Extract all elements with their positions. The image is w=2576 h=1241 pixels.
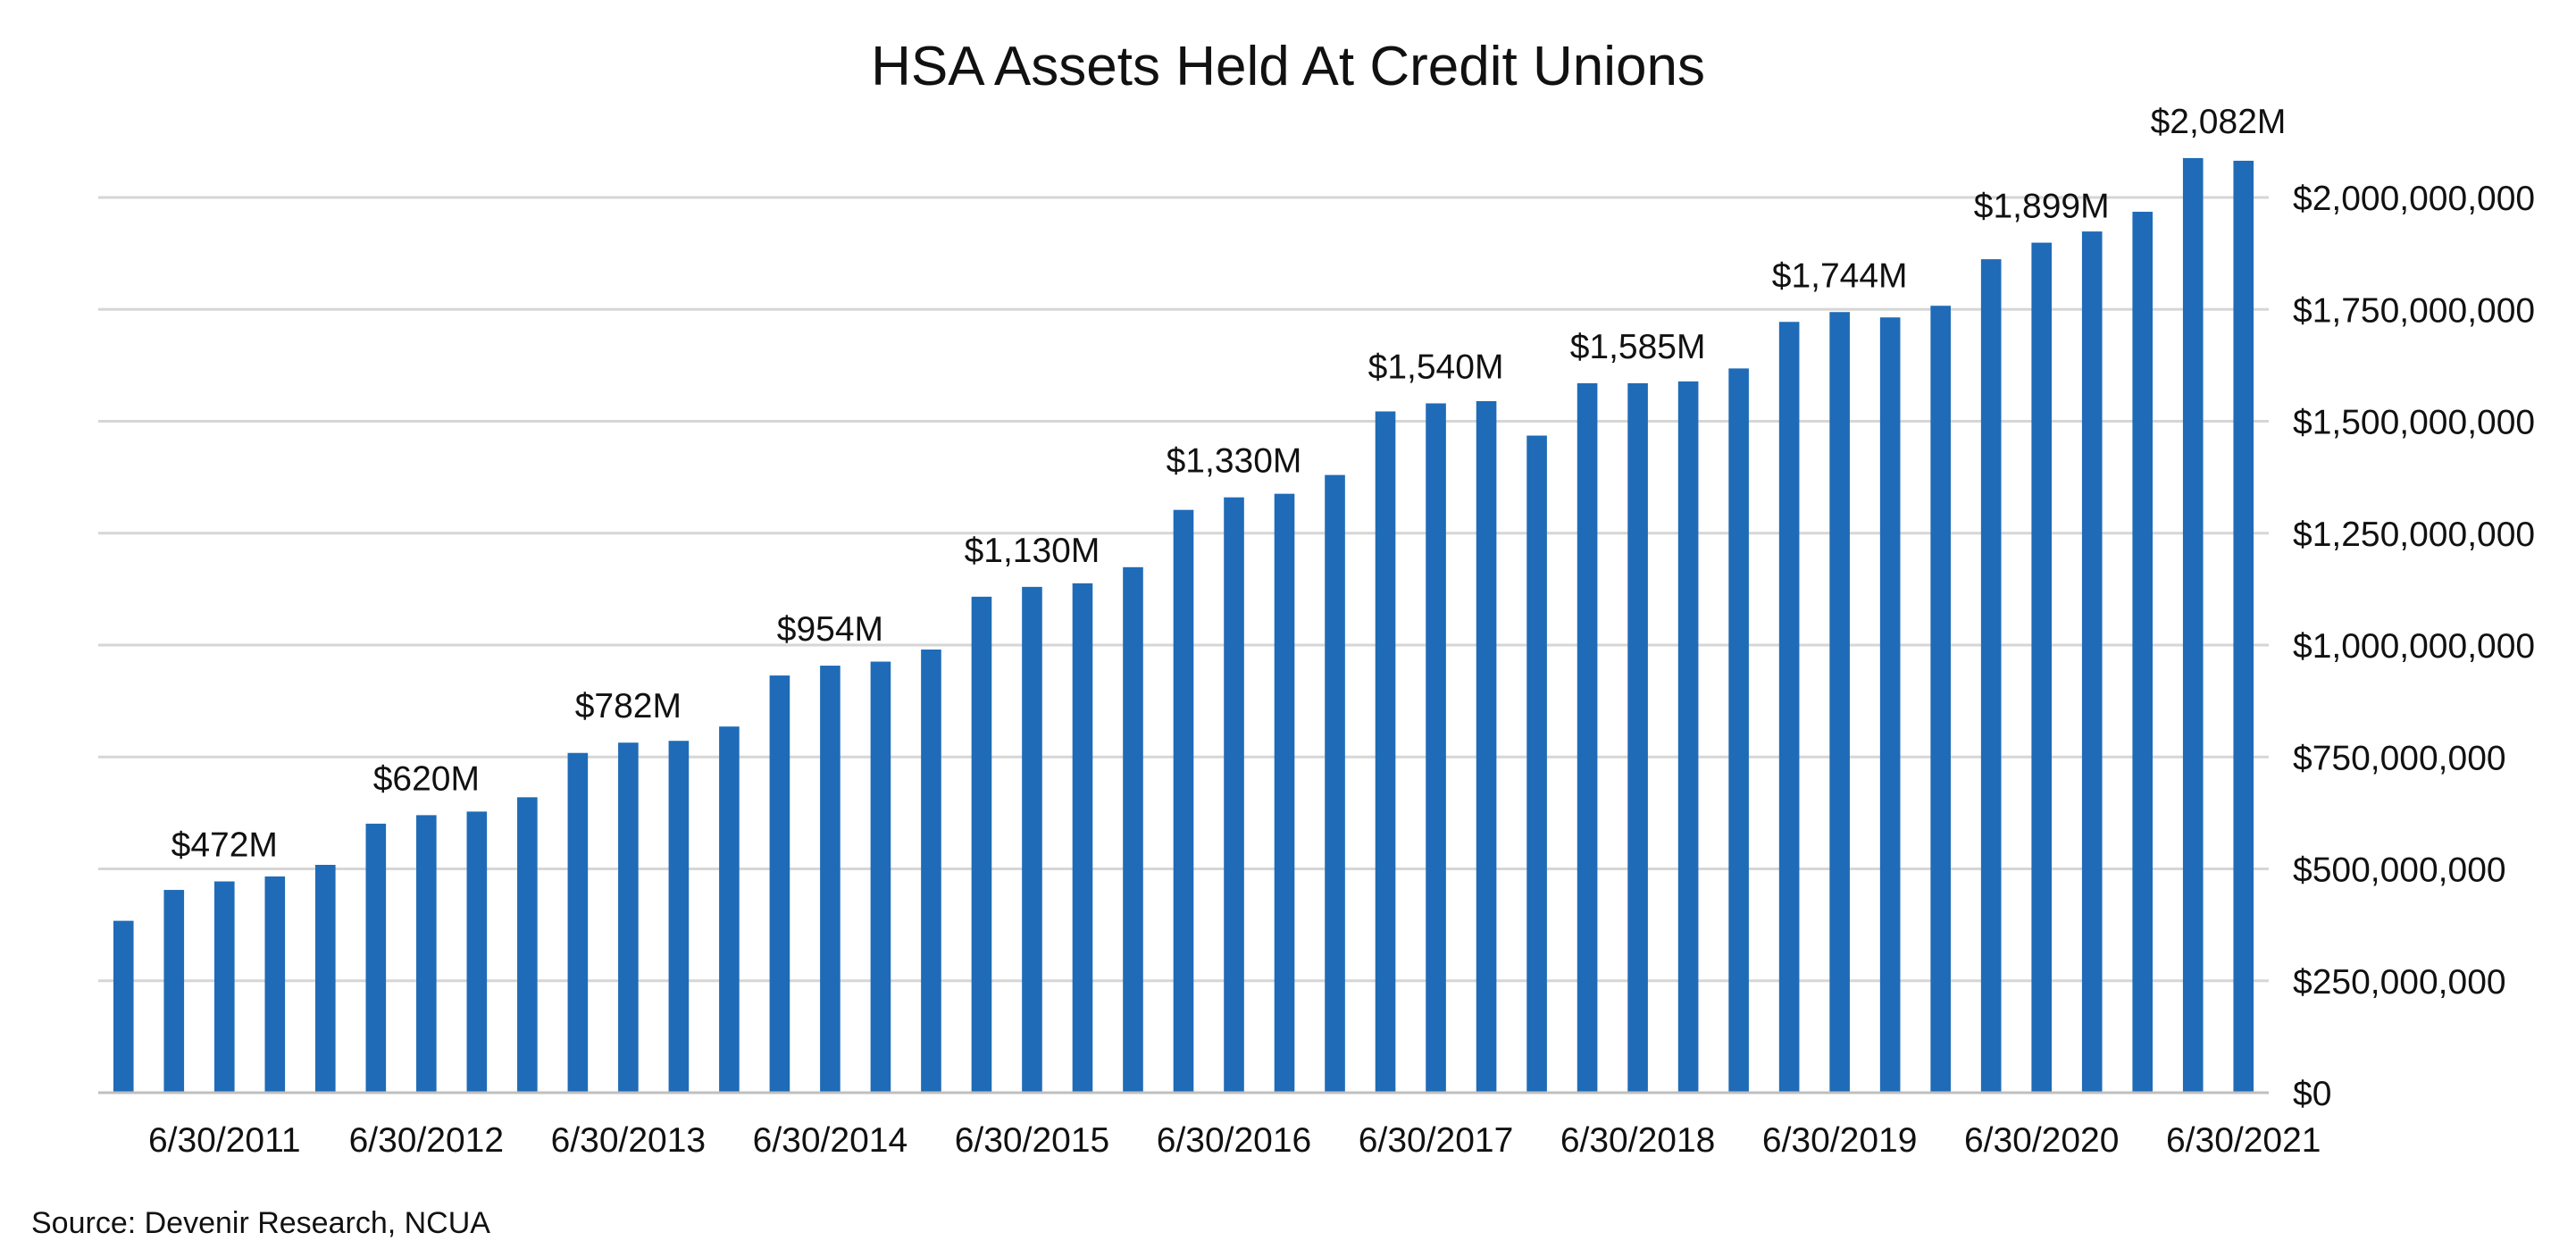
y-tick-label: $1,000,000,000 <box>2293 627 2535 666</box>
bar <box>668 741 690 1093</box>
y-tick-label: $250,000,000 <box>2293 963 2506 1002</box>
bar <box>820 666 841 1093</box>
bar <box>1426 403 1446 1094</box>
y-tick-label: $500,000,000 <box>2293 851 2506 890</box>
bar <box>213 881 235 1093</box>
bar <box>618 742 639 1093</box>
chart-title: HSA Assets Held At Credit Unions <box>871 36 1705 97</box>
bar <box>264 876 286 1093</box>
x-axis-tick-labels: 6/30/2011 6/30/2012 6/30/2013 6/30/2014 6/30… <box>148 1121 2321 1160</box>
bar <box>2031 242 2052 1093</box>
data-label-layer: $472M $620M $782M $954M $1,130M $1,330M $1,540… <box>171 103 2287 865</box>
y-tick-label: $1,750,000,000 <box>2293 291 2535 330</box>
bar <box>1526 435 1547 1094</box>
bar <box>1627 382 1648 1093</box>
bar <box>113 920 134 1093</box>
bar <box>1325 474 1345 1093</box>
y-tick-label: $750,000,000 <box>2293 739 2506 777</box>
bar <box>1224 497 1244 1093</box>
bar <box>971 596 992 1093</box>
bar <box>1476 400 1497 1094</box>
data-label: $1,744M <box>1772 256 1908 295</box>
bar <box>870 661 891 1093</box>
x-tick-label: 6/30/2011 <box>148 1121 301 1160</box>
bar <box>1375 411 1396 1093</box>
x-tick-label: 6/30/2018 <box>1560 1121 1716 1160</box>
data-label: $1,130M <box>965 532 1100 570</box>
bar <box>719 726 740 1093</box>
bar <box>1980 259 2002 1093</box>
data-label: $782M <box>575 687 682 725</box>
bar <box>769 675 790 1093</box>
x-tick-label: 6/30/2015 <box>955 1121 1110 1160</box>
bar <box>365 823 387 1093</box>
bar <box>1778 322 1800 1093</box>
bar <box>567 752 589 1093</box>
bar <box>1123 566 1143 1093</box>
data-label: $2,082M <box>2151 103 2287 141</box>
bar <box>1728 368 1749 1094</box>
data-label: $954M <box>777 610 883 649</box>
data-label: $1,540M <box>1368 348 1504 386</box>
x-tick-label: 6/30/2019 <box>1762 1121 1918 1160</box>
x-tick-label: 6/30/2012 <box>349 1121 505 1160</box>
bar <box>1677 381 1699 1093</box>
y-axis-tick-labels: $0 $250,000,000 $500,000,000 $750,000,000 $1… <box>2293 180 2535 1113</box>
bar <box>2182 157 2204 1094</box>
bar <box>1829 312 1850 1094</box>
bar <box>163 890 185 1093</box>
bar <box>2132 212 2154 1094</box>
x-tick-label: 6/30/2017 <box>1359 1121 1514 1160</box>
source-note: Source: Devenir Research, NCUA <box>31 1206 490 1240</box>
x-tick-label: 6/30/2014 <box>753 1121 908 1160</box>
x-tick-label: 6/30/2013 <box>551 1121 707 1160</box>
bar <box>466 811 488 1093</box>
bar <box>2081 231 2103 1093</box>
bar <box>1577 382 1598 1093</box>
y-tick-label: $0 <box>2293 1075 2331 1113</box>
bar <box>1022 586 1042 1093</box>
bar <box>315 864 336 1093</box>
x-tick-label: 6/30/2020 <box>1964 1121 2120 1160</box>
y-tick-label: $2,000,000,000 <box>2293 180 2535 218</box>
bar <box>1072 583 1093 1093</box>
bar <box>921 650 941 1093</box>
bar <box>1274 493 1295 1093</box>
bar <box>517 797 538 1093</box>
bar <box>1879 317 1901 1093</box>
bar <box>2233 160 2254 1094</box>
y-tick-label: $1,500,000,000 <box>2293 404 2535 442</box>
data-label: $1,330M <box>1167 442 1302 481</box>
bar <box>1930 306 1951 1093</box>
y-tick-label: $1,250,000,000 <box>2293 516 2535 554</box>
data-label: $620M <box>373 759 480 798</box>
data-label: $1,899M <box>1974 188 2110 226</box>
data-label: $472M <box>171 826 278 865</box>
x-tick-label: 6/30/2016 <box>1157 1121 1312 1160</box>
bar <box>1173 509 1194 1093</box>
x-tick-label: 6/30/2021 <box>2166 1121 2321 1160</box>
bar-layer <box>113 157 2254 1094</box>
bar <box>416 815 437 1093</box>
data-label: $1,585M <box>1570 328 1706 366</box>
